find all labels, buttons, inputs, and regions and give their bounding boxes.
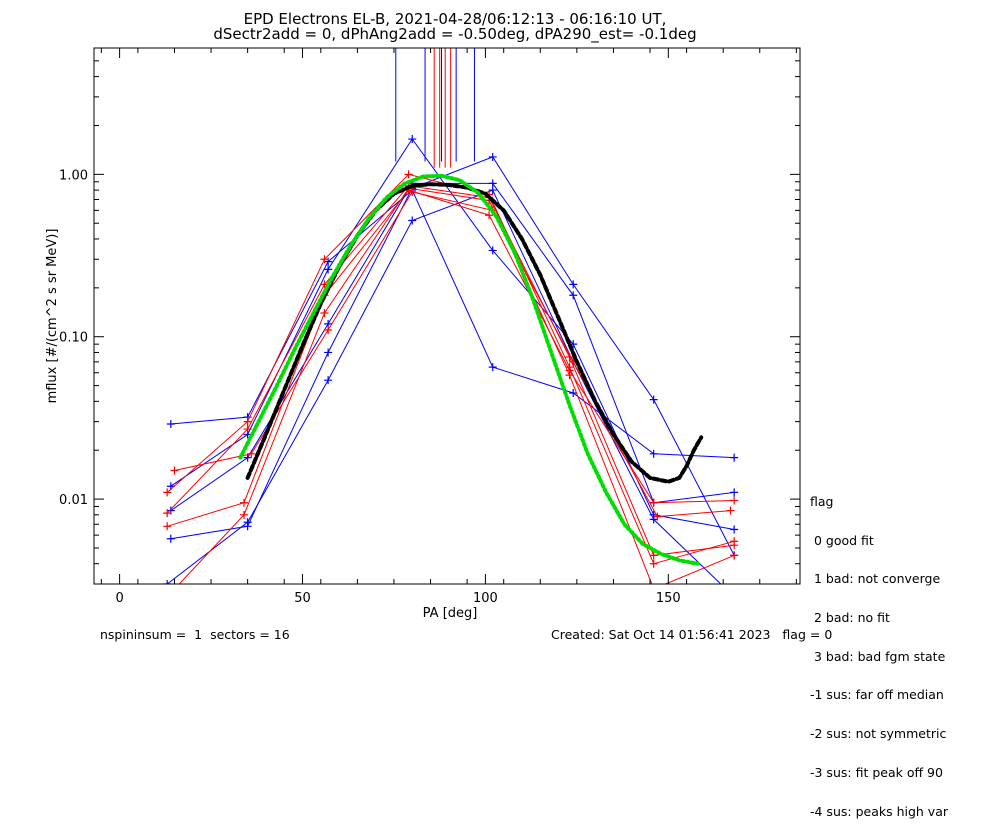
data-point-blue xyxy=(324,348,333,357)
fit-curve-black xyxy=(245,182,704,484)
data-point-red xyxy=(649,551,658,560)
data-point-red xyxy=(163,488,172,497)
series-line-red xyxy=(174,191,731,518)
y-axis-label: mflux [#/(cm^2 s sr MeV)] xyxy=(45,229,60,404)
data-point-blue xyxy=(408,135,417,144)
data-point-blue xyxy=(243,518,252,527)
data-point-red xyxy=(247,449,256,458)
series-line-blue xyxy=(166,189,722,584)
legend-item: 2 bad: no fit xyxy=(810,609,890,625)
data-point-blue xyxy=(488,186,497,195)
legend-item: -3 sus: fit peak off 90 xyxy=(810,764,943,780)
data-point-red xyxy=(320,255,329,264)
data-point-blue xyxy=(730,453,739,462)
data-point-blue xyxy=(649,449,658,458)
data-point-red xyxy=(243,417,252,426)
flag-legend: flag 0 good fit 1 bad: not converge 2 ba… xyxy=(810,470,948,831)
data-point-red xyxy=(649,498,658,507)
legend-item: 0 good fit xyxy=(810,532,874,548)
data-point-red xyxy=(163,593,171,601)
data-point-red xyxy=(404,170,413,179)
legend-item: -1 sus: far off median xyxy=(810,687,944,703)
data-point-blue xyxy=(569,280,578,289)
series-line-red xyxy=(167,189,735,527)
data-point-red xyxy=(730,551,739,560)
data-point-red xyxy=(730,496,739,505)
ticks-layer: 0 50 100 150 0.01 0.10 1.00 xyxy=(59,47,800,606)
data-point-red xyxy=(320,308,329,317)
fit-curve-green xyxy=(238,173,700,566)
data-point-blue xyxy=(569,291,578,300)
data-point-blue xyxy=(408,216,417,225)
data-point-blue xyxy=(488,363,497,372)
chart: EPD Electrons EL-B, 2021-04-28/06:12:13 … xyxy=(45,10,801,621)
series-line-blue xyxy=(170,156,735,556)
data-point-red xyxy=(408,187,417,196)
data-point-blue xyxy=(166,420,175,429)
data-point-blue xyxy=(488,152,497,161)
legend-item: 3 bad: bad fgm state xyxy=(810,648,946,664)
data-point-red xyxy=(730,541,739,550)
x-axis-label: PA [deg] xyxy=(423,606,478,621)
data-point-red xyxy=(649,559,658,568)
legend-title: flag xyxy=(810,493,834,509)
data-point-red xyxy=(239,498,248,507)
footer-right: Created: Sat Oct 14 01:56:41 2023 flag =… xyxy=(551,627,833,642)
x-tick-label: 50 xyxy=(294,591,311,606)
data-point-red xyxy=(170,466,179,475)
chart-title-line-1: EPD Electrons EL-B, 2021-04-28/06:12:13 … xyxy=(244,10,667,28)
data-point-red xyxy=(163,522,172,531)
y-tick-label: 0.01 xyxy=(59,493,88,508)
data-point-blue xyxy=(324,265,333,274)
data-point-red xyxy=(163,509,172,518)
data-point-blue xyxy=(166,534,175,543)
data-layer xyxy=(163,48,739,601)
series-line-blue xyxy=(170,189,735,459)
legend-item: 1 bad: not converge xyxy=(810,571,941,587)
data-point-red xyxy=(239,510,248,519)
data-point-red xyxy=(243,425,252,434)
data-point-blue xyxy=(488,246,497,255)
data-point-blue xyxy=(730,593,738,601)
data-point-blue xyxy=(730,525,739,534)
plot-frame xyxy=(93,47,801,585)
x-tick-label: 0 xyxy=(115,591,123,606)
footer-left: nspininsum = 1 sectors = 16 xyxy=(100,627,290,642)
y-tick-label: 1.00 xyxy=(59,168,88,183)
legend-item: -4 sus: peaks high var xyxy=(810,803,949,819)
series-line-blue xyxy=(170,138,735,530)
data-point-red xyxy=(565,371,574,380)
data-point-blue xyxy=(163,580,172,584)
x-tick-label: 150 xyxy=(656,591,681,606)
chart-title-line-2: dSectr2add = 0, dPhAng2add = -0.50deg, d… xyxy=(213,25,696,44)
data-point-red xyxy=(485,211,494,220)
data-point-blue xyxy=(569,389,578,398)
data-point-blue xyxy=(649,395,658,404)
data-point-blue xyxy=(324,376,333,385)
series-line-red xyxy=(178,187,735,584)
data-point-blue xyxy=(488,179,497,188)
data-point-red xyxy=(653,512,662,521)
data-point-blue xyxy=(730,488,739,497)
series-line-red xyxy=(166,185,735,556)
x-tick-label: 100 xyxy=(473,591,498,606)
y-tick-label: 0.10 xyxy=(59,331,88,346)
data-point-red xyxy=(324,326,333,335)
legend-item: -2 sus: not symmetric xyxy=(810,726,947,742)
data-point-red xyxy=(726,506,735,515)
